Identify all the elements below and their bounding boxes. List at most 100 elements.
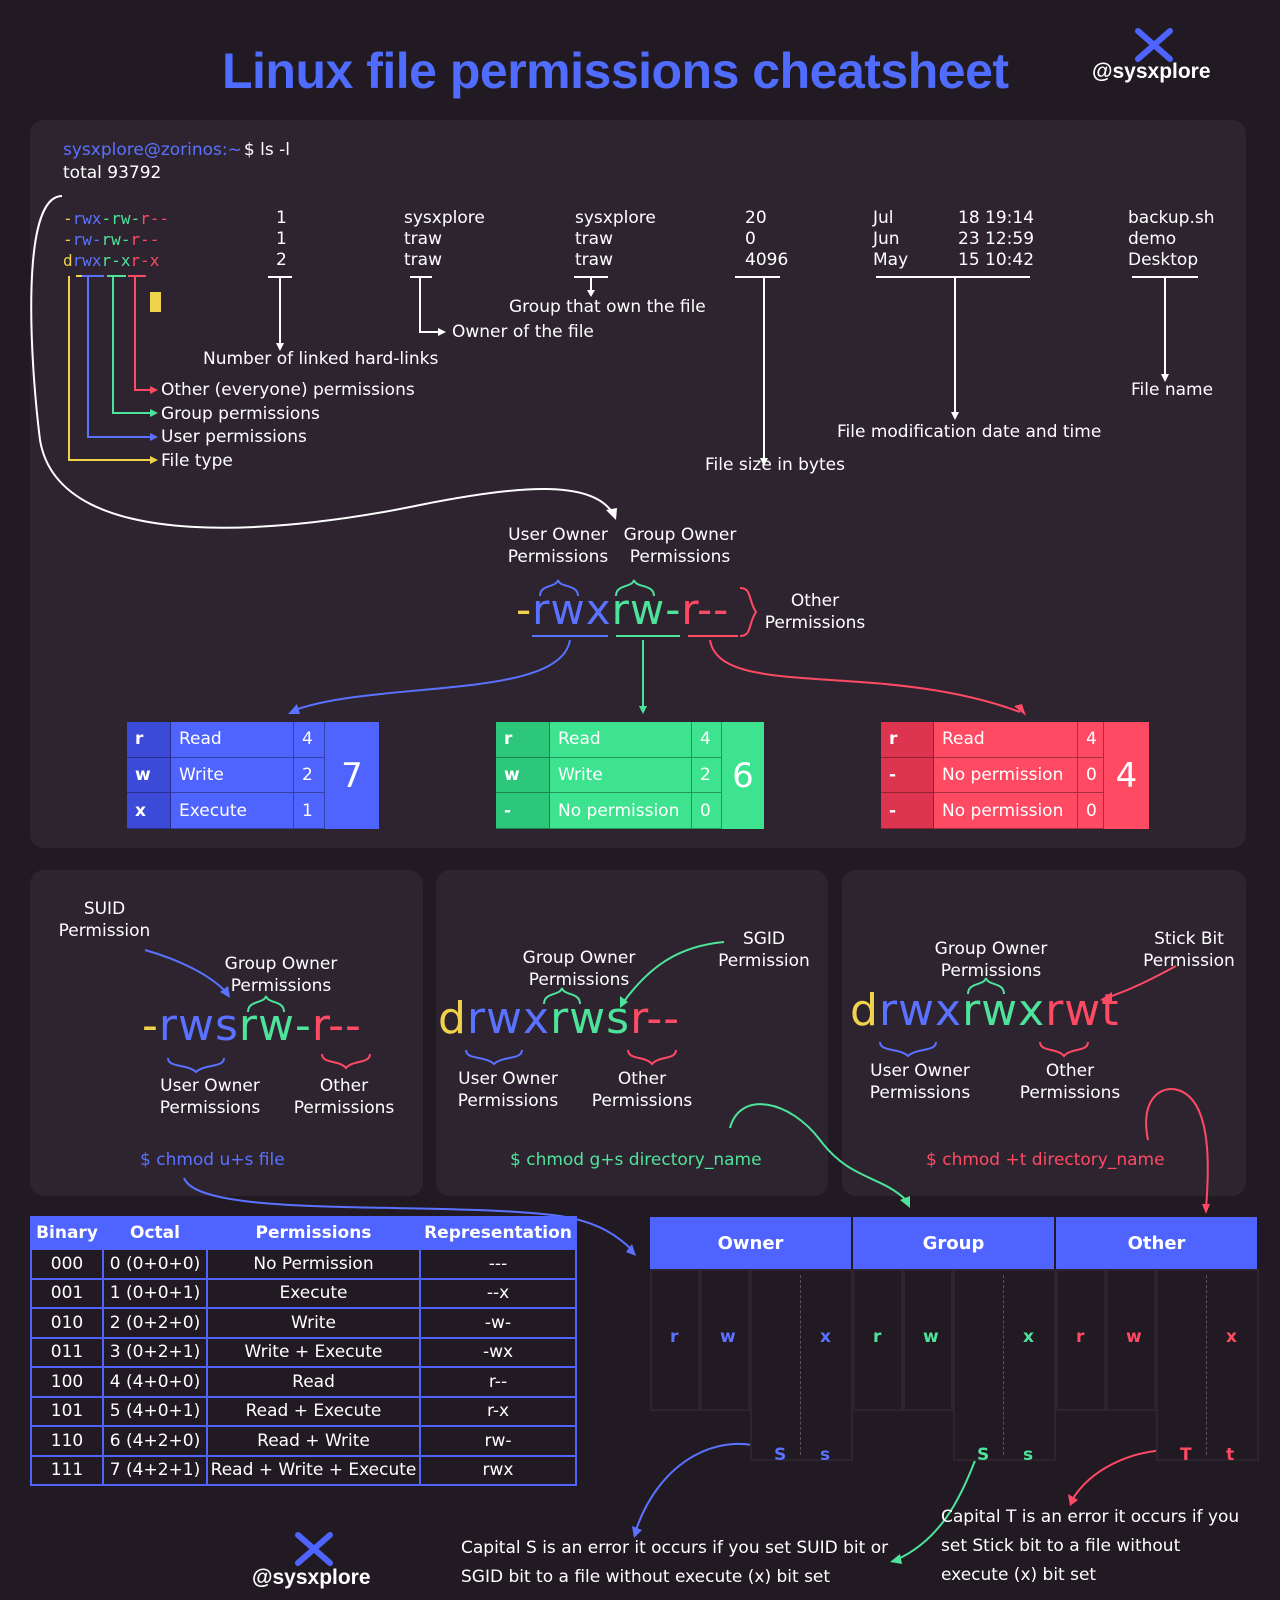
perm-box-cell: x — [127, 793, 171, 829]
perm-box-cell: w — [496, 757, 550, 794]
perm-box-cell: Read — [550, 722, 692, 758]
annot-owner: Owner of the file — [452, 322, 594, 342]
ls-row3-perms: drwxr-xr-x — [63, 251, 160, 270]
ls-name-col: backup.sh demo Desktop — [1128, 208, 1215, 270]
ogo-bit-label: r — [1076, 1327, 1085, 1347]
table-header-binary: Binary — [30, 1216, 104, 1250]
annot-user-perm: User permissions — [161, 427, 307, 447]
ogo-bit-label: w — [720, 1327, 736, 1347]
table-cell: Write — [206, 1307, 421, 1339]
table-cell: Read + Write + Execute — [206, 1454, 421, 1486]
table-cell: 0 (0+0+0) — [102, 1248, 208, 1280]
prompt-user: sysxplore@zorinos — [63, 140, 222, 160]
suid-title: SUID Permission — [58, 899, 151, 941]
table-header-row: Binary Octal Permissions Representation — [30, 1216, 577, 1250]
table-cell: --x — [419, 1277, 577, 1309]
terminal-prompt: sysxplore@zorinos:~ $ ls -l — [63, 140, 290, 161]
ogo-bit-label: r — [873, 1327, 882, 1347]
ogo-special-label: t — [1226, 1445, 1235, 1465]
brand-handle-bottom: @sysxplore — [252, 1566, 371, 1589]
table-cell: r-- — [419, 1366, 577, 1398]
ogo-special-label: S — [977, 1445, 990, 1465]
ogo-header-group: Group — [853, 1217, 1054, 1269]
ogo-divider — [800, 1275, 801, 1455]
perm-box-cell: 0 — [692, 793, 722, 829]
annot-other-perm: Other (everyone) permissions — [161, 380, 415, 400]
ls-group-col: sysxplore traw traw — [575, 208, 656, 270]
perm-box-cell: r — [127, 722, 171, 758]
perm-box-cell: Write — [550, 757, 692, 794]
ls-month-col: Jul Jun May — [873, 208, 909, 270]
perm-box-cell: 0 — [1078, 793, 1104, 829]
ogo-bit-column — [750, 1269, 853, 1461]
note-capital-s: Capital S is an error it occurs if you s… — [461, 1538, 889, 1587]
ogo-bit-label: w — [1126, 1327, 1142, 1347]
breakdown-permission-string: -rwxrw-r-- — [516, 585, 730, 634]
ogo-divider — [1003, 1275, 1004, 1455]
ls-row2-perms: -rw-rw-r-- — [63, 230, 160, 249]
table-header-octal: Octal — [102, 1216, 208, 1250]
table-row: 100 4 (4+0+0) Read r-- — [30, 1366, 577, 1398]
suid-command: $ chmod u+s file — [140, 1150, 285, 1170]
perm-box-total: 6 — [722, 722, 764, 829]
ogo-bit-column — [1056, 1269, 1106, 1411]
perm-box-cell: No permission — [550, 793, 692, 829]
suid-permission-string: -rwsrw-r-- — [142, 1000, 362, 1051]
ogo-bit-column — [1156, 1269, 1259, 1461]
ogo-special-label: s — [1023, 1445, 1034, 1465]
perm-box-cell: - — [881, 793, 934, 829]
table-row: 101 5 (4+0+1) Read + Execute r-x — [30, 1395, 577, 1427]
suid-panel — [30, 870, 423, 1196]
sgid-group-label: Group Owner Permissions — [522, 948, 636, 990]
table-cell: -wx — [419, 1336, 577, 1368]
table-cell: rwx — [419, 1454, 577, 1486]
ogo-bit-label: r — [670, 1327, 679, 1347]
perm-box-cell: - — [496, 793, 550, 829]
brand-handle-top: @sysxplore — [1092, 60, 1211, 83]
suid-other-label: Other Permissions — [293, 1076, 395, 1118]
ogo-bit-column — [700, 1269, 750, 1411]
table-cell: Read + Execute — [206, 1395, 421, 1427]
brand-logo-top: @sysxplore — [1092, 28, 1212, 98]
table-row: 010 2 (0+2+0) Write -w- — [30, 1307, 577, 1339]
perm-box-cell: No permission — [934, 793, 1078, 829]
ls-size-col: 20 0 4096 — [745, 208, 789, 270]
table-row: 000 0 (0+0+0) No Permission --- — [30, 1248, 577, 1280]
perm-box-cell: 1 — [294, 793, 325, 829]
ogo-bit-column — [853, 1269, 903, 1411]
breakdown-user-owner-label: User Owner Permissions — [507, 525, 609, 567]
sgid-permission-string: drwxrwsr-- — [438, 993, 681, 1044]
perm-box-cell: No permission — [934, 757, 1078, 794]
table-cell: Write + Execute — [206, 1336, 421, 1368]
perm-box-cell: 0 — [1078, 757, 1104, 794]
ogo-bit-label: x — [820, 1327, 831, 1347]
sgid-other-label: Other Permissions — [591, 1069, 693, 1111]
ogo-header-owner: Owner — [650, 1217, 851, 1269]
brand-logo-bottom: @sysxplore — [252, 1532, 382, 1596]
ogo-header-other: Other — [1056, 1217, 1257, 1269]
sgid-command: $ chmod g+s directory_name — [510, 1150, 762, 1170]
table-header-representation: Representation — [419, 1216, 577, 1250]
sticky-title: Stick Bit Permission — [1143, 929, 1235, 971]
perm-box-cell: 4 — [692, 722, 722, 758]
perm-box-cell: Write — [171, 757, 294, 794]
sticky-command: $ chmod +t directory_name — [926, 1150, 1165, 1170]
suid-group-label: Group Owner Permissions — [224, 954, 338, 996]
table-cell: 000 — [30, 1248, 104, 1280]
annot-hard-links: Number of linked hard-links — [203, 349, 439, 369]
perm-box-cell: r — [496, 722, 550, 758]
perm-box-cell: 2 — [294, 757, 325, 794]
ogo-special-label: T — [1180, 1445, 1192, 1465]
table-cell: 7 (4+2+1) — [102, 1454, 208, 1486]
table-cell: 2 (0+2+0) — [102, 1307, 208, 1339]
ls-owner-col: sysxplore traw traw — [404, 208, 485, 270]
annot-file-size: File size in bytes — [705, 455, 845, 475]
table-cell: -w- — [419, 1307, 577, 1339]
table-cell: 100 — [30, 1366, 104, 1398]
table-cell: 5 (4+0+1) — [102, 1395, 208, 1427]
perm-box-cell: 4 — [1078, 722, 1104, 758]
perm-box-total: 4 — [1104, 722, 1149, 829]
table-cell: 3 (0+2+1) — [102, 1336, 208, 1368]
sgid-panel — [436, 870, 828, 1196]
sticky-panel — [842, 870, 1246, 1196]
